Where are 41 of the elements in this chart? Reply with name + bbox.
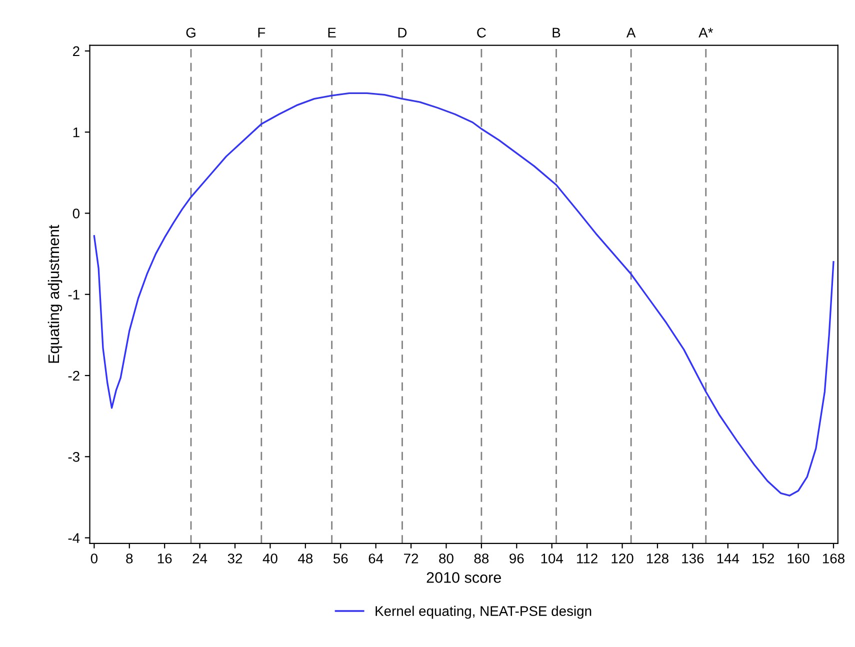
x-tick-label: 0 — [90, 554, 98, 564]
x-tick-label: 152 — [752, 554, 774, 564]
x-tick-label: 72 — [404, 554, 418, 564]
ref-line-label: F — [258, 28, 266, 38]
y-tick-label: 2 — [73, 46, 80, 56]
legend-label: Kernel equating, NEAT-PSE design — [376, 606, 592, 619]
y-tick-label: -4 — [68, 533, 80, 543]
ref-line-label: C — [477, 28, 486, 38]
x-tick-label: 96 — [510, 554, 524, 564]
x-tick-label: 8 — [126, 554, 133, 564]
ref-line-label: E — [328, 28, 336, 38]
y-tick-label: -3 — [68, 452, 80, 462]
x-tick-label: 104 — [541, 554, 564, 564]
x-tick-label: 144 — [717, 554, 740, 564]
x-tick-label: 128 — [646, 554, 668, 564]
x-tick-label: 16 — [158, 554, 172, 564]
x-tick-label: 48 — [298, 554, 313, 564]
y-axis-title: Equating adjustment — [48, 224, 62, 363]
x-tick-label: 24 — [192, 554, 208, 564]
ref-line-label: A* — [698, 28, 713, 38]
y-tick-label: -1 — [68, 290, 80, 300]
x-tick-label: 112 — [577, 554, 598, 564]
x-tick-label: 88 — [474, 554, 489, 564]
x-tick-label: 80 — [439, 554, 454, 564]
x-tick-label: 120 — [612, 554, 634, 564]
y-tick-label: 0 — [72, 208, 80, 218]
x-tick-label: 136 — [682, 554, 704, 564]
x-tick-label: 64 — [368, 554, 384, 564]
x-axis-title: 2010 score — [426, 572, 501, 583]
ref-line-label: G — [186, 28, 196, 38]
ref-line-label: B — [552, 28, 560, 38]
x-tick-label: 160 — [788, 554, 810, 564]
y-tick-label: 1 — [73, 128, 80, 138]
y-tick-label: -2 — [68, 370, 80, 381]
line-series — [93, 92, 834, 496]
x-tick-label: 40 — [262, 554, 278, 564]
x-tick-label: 32 — [228, 554, 242, 564]
ref-line-label: D — [398, 28, 407, 38]
x-tick-label: 56 — [333, 554, 348, 564]
ref-line-label: A — [626, 28, 636, 38]
x-tick-label: 168 — [822, 554, 844, 564]
